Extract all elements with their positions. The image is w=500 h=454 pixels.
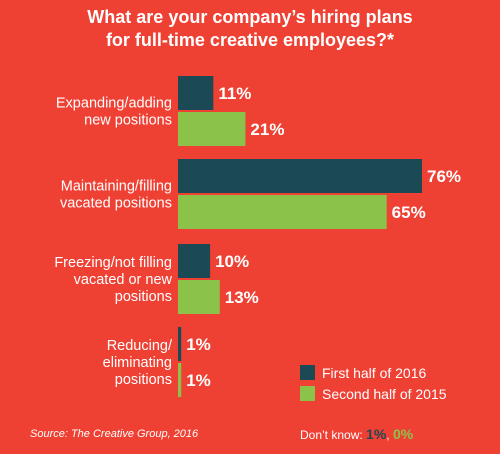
dont-know-value-2016: 1% xyxy=(366,426,387,442)
category-label: positions xyxy=(115,372,172,388)
legend-swatch-series1 xyxy=(300,365,315,380)
category-label: Reducing/ xyxy=(107,338,173,354)
chart-title-line2: for full-time creative employees?* xyxy=(105,30,395,50)
category-label: positions xyxy=(115,289,172,305)
data-label: 1% xyxy=(186,371,211,390)
data-label: 65% xyxy=(392,203,426,222)
legend-label-series2: Second half of 2015 xyxy=(322,385,447,402)
data-label: 10% xyxy=(215,252,249,271)
source-note: Source: The Creative Group, 2016 xyxy=(30,428,199,440)
chart-title: What are your company’s hiring plans for… xyxy=(0,6,500,52)
category-label: Freezing/not filling xyxy=(54,255,172,271)
data-label: 13% xyxy=(225,288,259,307)
bar-series2 xyxy=(178,280,220,314)
legend-item-series2: Second half of 2015 xyxy=(300,383,447,404)
dont-know-value-2015: 0% xyxy=(392,426,414,442)
category-label: vacated positions xyxy=(60,196,172,212)
category-label: vacated or new xyxy=(74,272,173,288)
bar-series1 xyxy=(178,327,182,361)
category-label: Expanding/adding xyxy=(56,96,172,112)
category-label: eliminating xyxy=(103,355,172,371)
legend: First half of 2016 Second half of 2015 xyxy=(300,362,447,404)
chart-title-line1: What are your company’s hiring plans xyxy=(87,7,413,27)
bar-series1 xyxy=(178,159,422,193)
bar-series2 xyxy=(178,195,387,229)
data-label: 1% xyxy=(186,335,211,354)
bar-series2 xyxy=(178,112,246,146)
category-label: Maintaining/filling xyxy=(61,179,172,195)
legend-label-series1: First half of 2016 xyxy=(322,364,427,381)
dont-know-label: Don’t know: xyxy=(300,428,363,442)
legend-item-series1: First half of 2016 xyxy=(300,362,447,383)
data-label: 11% xyxy=(218,84,251,103)
data-label: 21% xyxy=(250,120,284,139)
dont-know-note: Don’t know: 1%, 0% xyxy=(300,426,413,442)
bar-series2 xyxy=(178,363,182,397)
dont-know-separator: , xyxy=(386,428,390,442)
bar-series1 xyxy=(178,76,214,110)
legend-swatch-series2 xyxy=(300,386,315,401)
bar-series1 xyxy=(178,244,211,278)
data-label: 76% xyxy=(427,167,461,186)
category-label: new positions xyxy=(84,113,172,129)
